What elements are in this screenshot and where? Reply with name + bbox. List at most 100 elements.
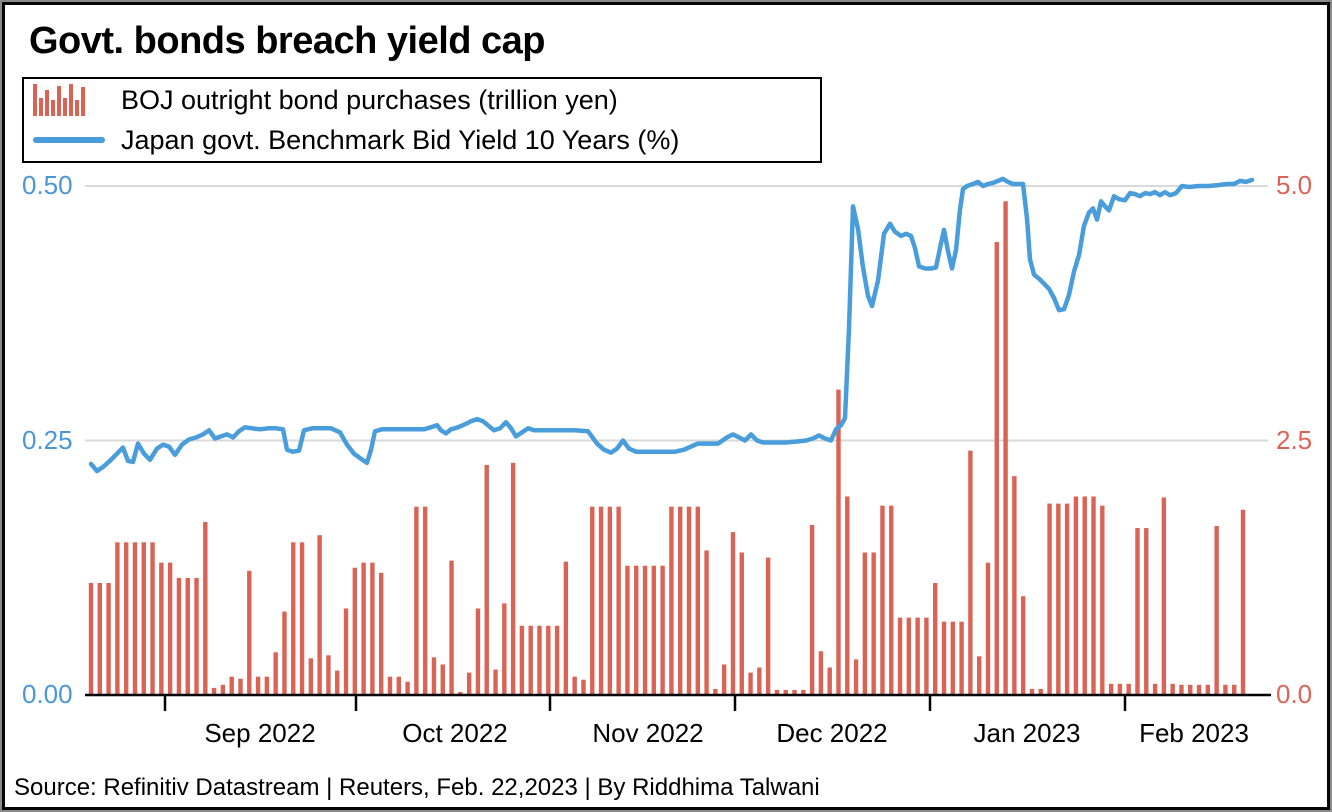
bar (748, 672, 753, 695)
bar (308, 658, 314, 695)
x-axis-month-label: Nov 2022 (592, 718, 704, 748)
bar (853, 659, 859, 695)
bar (924, 617, 929, 695)
bar (326, 655, 331, 695)
bar (379, 572, 384, 695)
mini-bar (51, 100, 55, 116)
x-axis-month-label: Dec 2022 (776, 718, 888, 748)
bar (115, 542, 120, 695)
x-axis-month-label: Jan 2023 (973, 718, 1081, 748)
bar (361, 562, 366, 695)
bar (880, 505, 885, 695)
bar (1100, 505, 1105, 695)
bar (141, 542, 146, 695)
bar (598, 506, 604, 695)
bar (616, 506, 621, 695)
bar (783, 689, 788, 695)
bar (941, 621, 947, 695)
bar (1144, 528, 1149, 695)
mini-bar (39, 98, 43, 116)
bar (976, 656, 982, 695)
bar (106, 583, 111, 695)
bar (563, 561, 569, 695)
bar (651, 565, 657, 695)
bar (730, 532, 736, 695)
bar (537, 625, 542, 695)
mini-bar (75, 100, 79, 116)
bar (317, 535, 322, 695)
bar (871, 552, 876, 695)
bar (475, 608, 481, 695)
bar (1012, 476, 1017, 695)
bar (255, 676, 261, 695)
bar (792, 689, 797, 695)
bar (933, 583, 938, 695)
bar (466, 672, 472, 695)
x-axis-month-label: Sep 2022 (204, 718, 316, 748)
bar (1082, 496, 1087, 695)
right-axis-tick-label: 5.0 (1276, 170, 1313, 200)
mini-bar (81, 87, 85, 116)
yield-line (88, 176, 1255, 474)
right-axis-tick-label: 0.0 (1276, 679, 1313, 709)
bar (827, 667, 832, 695)
bar (510, 462, 516, 695)
bar (167, 562, 173, 695)
bar (801, 689, 806, 695)
bar (422, 506, 428, 695)
bar (1205, 684, 1211, 695)
bar (335, 670, 340, 695)
bar (1196, 684, 1202, 695)
bar (765, 557, 771, 695)
bar (985, 562, 991, 695)
line-swatch-icon (33, 137, 105, 143)
bar (1003, 201, 1008, 695)
legend-item-bars: BOJ outright bond purchases (trillion ye… (33, 80, 820, 120)
bar (194, 577, 199, 695)
bar (1091, 496, 1096, 695)
legend-label-yield: Japan govt. Benchmark Bid Yield 10 Years… (121, 124, 680, 155)
bar (387, 676, 393, 695)
bar (959, 621, 964, 695)
bar (1179, 684, 1184, 695)
bar (185, 577, 190, 695)
bar (211, 687, 217, 695)
bar (669, 506, 674, 695)
left-axis-tick-label: 0.00 (22, 679, 73, 709)
bar (229, 676, 234, 695)
bar (1056, 503, 1061, 695)
bar (818, 651, 824, 695)
bar (625, 565, 630, 695)
bar (528, 625, 533, 695)
bar (757, 667, 762, 695)
bar (431, 657, 437, 695)
bar (238, 678, 243, 695)
bar (889, 505, 894, 695)
left-axis-tick-label: 0.25 (22, 424, 73, 455)
bar (97, 583, 102, 695)
bar (1188, 684, 1193, 695)
bar (1232, 684, 1237, 695)
bar (915, 617, 920, 695)
mini-bar (69, 84, 73, 116)
bar (273, 652, 278, 695)
bar (862, 552, 868, 695)
bar (1047, 503, 1052, 695)
bar (299, 542, 305, 695)
bar (774, 689, 780, 695)
mini-bar (63, 98, 67, 116)
bar (1170, 683, 1175, 695)
bar (352, 567, 358, 695)
bar (1108, 683, 1114, 695)
legend-item-line: Japan govt. Benchmark Bid Yield 10 Years… (33, 120, 820, 160)
bar (1038, 688, 1043, 695)
bar (282, 611, 287, 695)
chart-title: Govt. bonds breach yield cap (29, 20, 546, 62)
bar (220, 684, 226, 695)
mini-bar (33, 84, 37, 116)
bar (484, 464, 489, 695)
bar (396, 676, 401, 695)
bar (88, 583, 94, 695)
